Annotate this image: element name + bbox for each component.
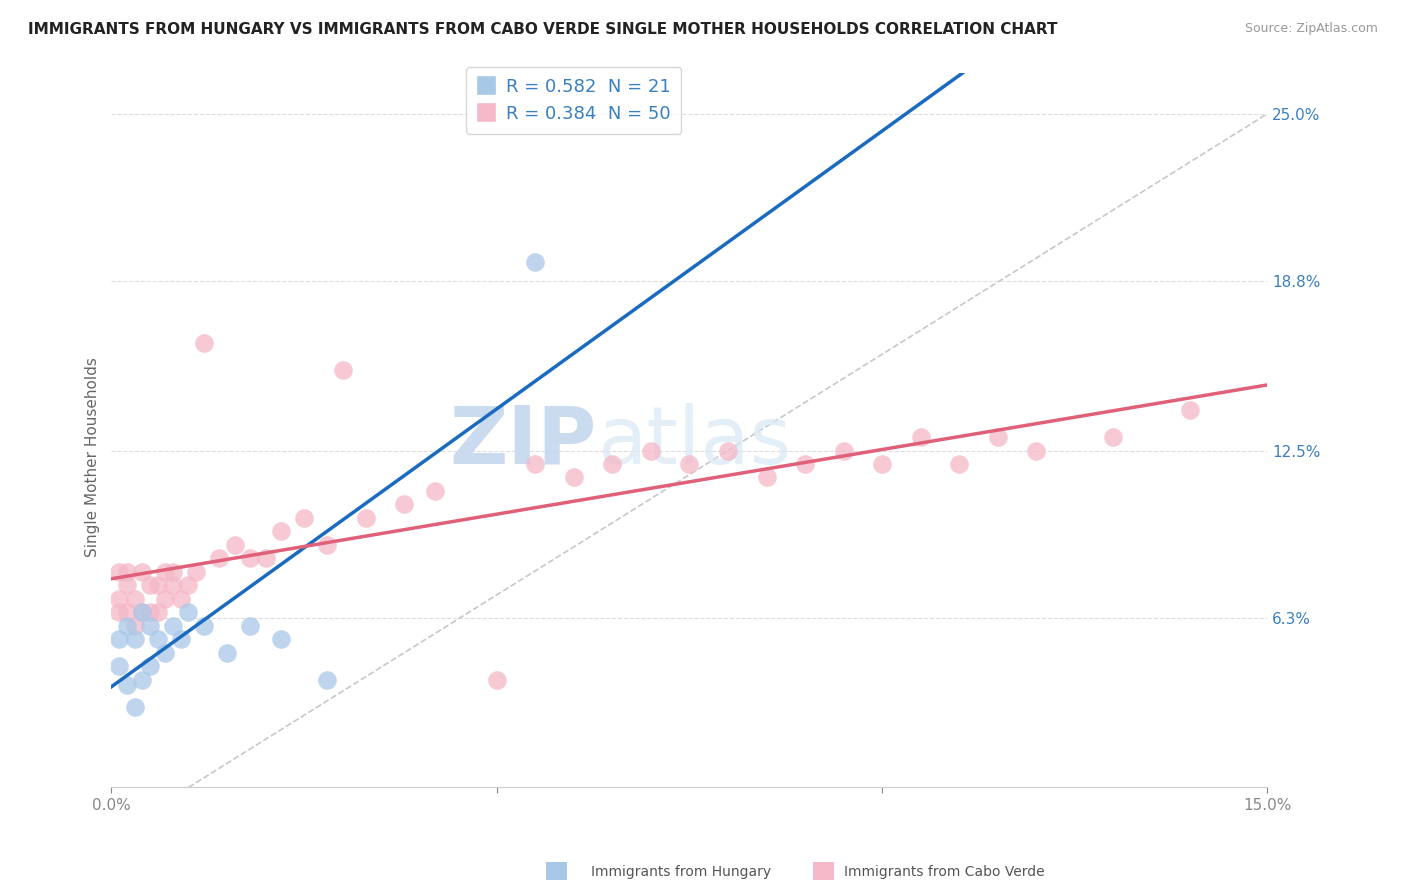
Point (193, 335, 215, 350)
Point (292, 511, 315, 525)
Point (910, 430, 932, 444)
Point (155, 565, 177, 579)
Point (215, 646, 238, 660)
Point (423, 483, 446, 498)
Point (162, 565, 184, 579)
Text: ZIP: ZIP (450, 403, 598, 481)
Point (108, 605, 131, 619)
Point (316, 538, 339, 552)
Point (115, 578, 138, 592)
Point (524, 255, 547, 269)
Point (146, 578, 169, 592)
Point (186, 565, 208, 579)
Point (162, 618, 184, 632)
Point (131, 565, 153, 579)
Y-axis label: Single Mother Households: Single Mother Households (86, 358, 100, 558)
Point (224, 538, 246, 552)
Point (870, 457, 893, 471)
Point (155, 591, 177, 606)
Text: Immigrants from Hungary: Immigrants from Hungary (591, 865, 770, 880)
Point (170, 591, 193, 606)
Text: Immigrants from Cabo Verde: Immigrants from Cabo Verde (844, 865, 1045, 880)
Point (131, 605, 153, 619)
Point (1102, 430, 1125, 444)
Point (193, 618, 215, 632)
Point (131, 605, 153, 619)
Point (162, 578, 184, 592)
Point (108, 659, 131, 673)
Point (394, 498, 416, 512)
Point (139, 618, 162, 632)
Point (208, 551, 231, 566)
Point (640, 443, 662, 458)
Point (146, 605, 169, 619)
Point (124, 618, 146, 632)
Text: atlas: atlas (598, 403, 792, 481)
Point (332, 362, 354, 376)
Text: Source: ZipAtlas.com: Source: ZipAtlas.com (1244, 22, 1378, 36)
Point (239, 618, 262, 632)
Text: IMMIGRANTS FROM HUNGARY VS IMMIGRANTS FROM CABO VERDE SINGLE MOTHER HOUSEHOLDS C: IMMIGRANTS FROM HUNGARY VS IMMIGRANTS FR… (28, 22, 1057, 37)
Point (832, 443, 855, 458)
Point (115, 605, 138, 619)
Point (124, 699, 146, 714)
Point (124, 632, 146, 647)
Point (108, 591, 131, 606)
Point (1180, 403, 1202, 417)
Point (755, 470, 778, 484)
Point (170, 632, 193, 647)
Legend: R = 0.582  N = 21, R = 0.384  N = 50: R = 0.582 N = 21, R = 0.384 N = 50 (467, 67, 682, 134)
Point (239, 551, 262, 566)
Point (108, 632, 131, 647)
Point (131, 673, 153, 687)
Point (794, 457, 817, 471)
Point (139, 659, 162, 673)
Point (270, 524, 292, 539)
Point (146, 632, 169, 647)
Point (254, 551, 277, 566)
Point (115, 565, 138, 579)
Point (155, 646, 177, 660)
Point (717, 443, 740, 458)
Point (485, 673, 508, 687)
Point (316, 673, 339, 687)
Point (115, 618, 138, 632)
Point (987, 430, 1010, 444)
Point (139, 605, 162, 619)
Point (948, 457, 970, 471)
Point (124, 591, 146, 606)
Point (1025, 443, 1047, 458)
Point (354, 511, 377, 525)
Point (678, 457, 700, 471)
Point (177, 605, 200, 619)
Point (115, 678, 138, 692)
Point (177, 578, 200, 592)
Point (108, 565, 131, 579)
Point (270, 632, 292, 647)
Point (602, 457, 624, 471)
Point (562, 470, 585, 484)
Point (524, 457, 547, 471)
Point (139, 578, 162, 592)
